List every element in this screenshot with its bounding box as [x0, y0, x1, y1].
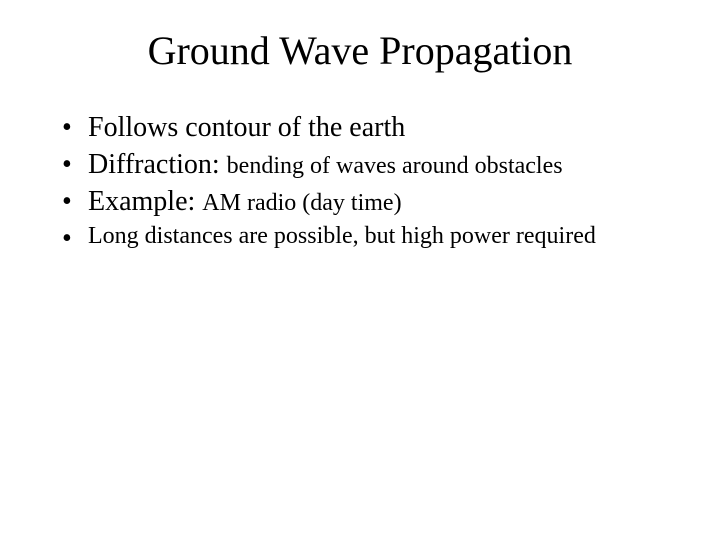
bullet-item: Follows contour of the earth — [58, 110, 670, 145]
bullet-subtext: bending of waves around obstacles — [227, 153, 563, 179]
bullet-text: Follows contour of the earth — [88, 112, 405, 143]
bullet-subtext: AM radio (day time) — [202, 190, 401, 216]
bullet-text: Example: — [88, 186, 202, 217]
slide-title: Ground Wave Propagation — [50, 28, 670, 74]
bullet-item: Long distances are possible, but high po… — [58, 221, 670, 251]
bullet-item: Example: AM radio (day time) — [58, 184, 670, 219]
bullet-text: Long distances are possible, but high po… — [88, 223, 596, 249]
slide: Ground Wave Propagation Follows contour … — [0, 0, 720, 540]
bullet-item: Diffraction: bending of waves around obs… — [58, 147, 670, 182]
bullet-list: Follows contour of the earth Diffraction… — [50, 110, 670, 251]
bullet-text: Diffraction: — [88, 149, 227, 180]
